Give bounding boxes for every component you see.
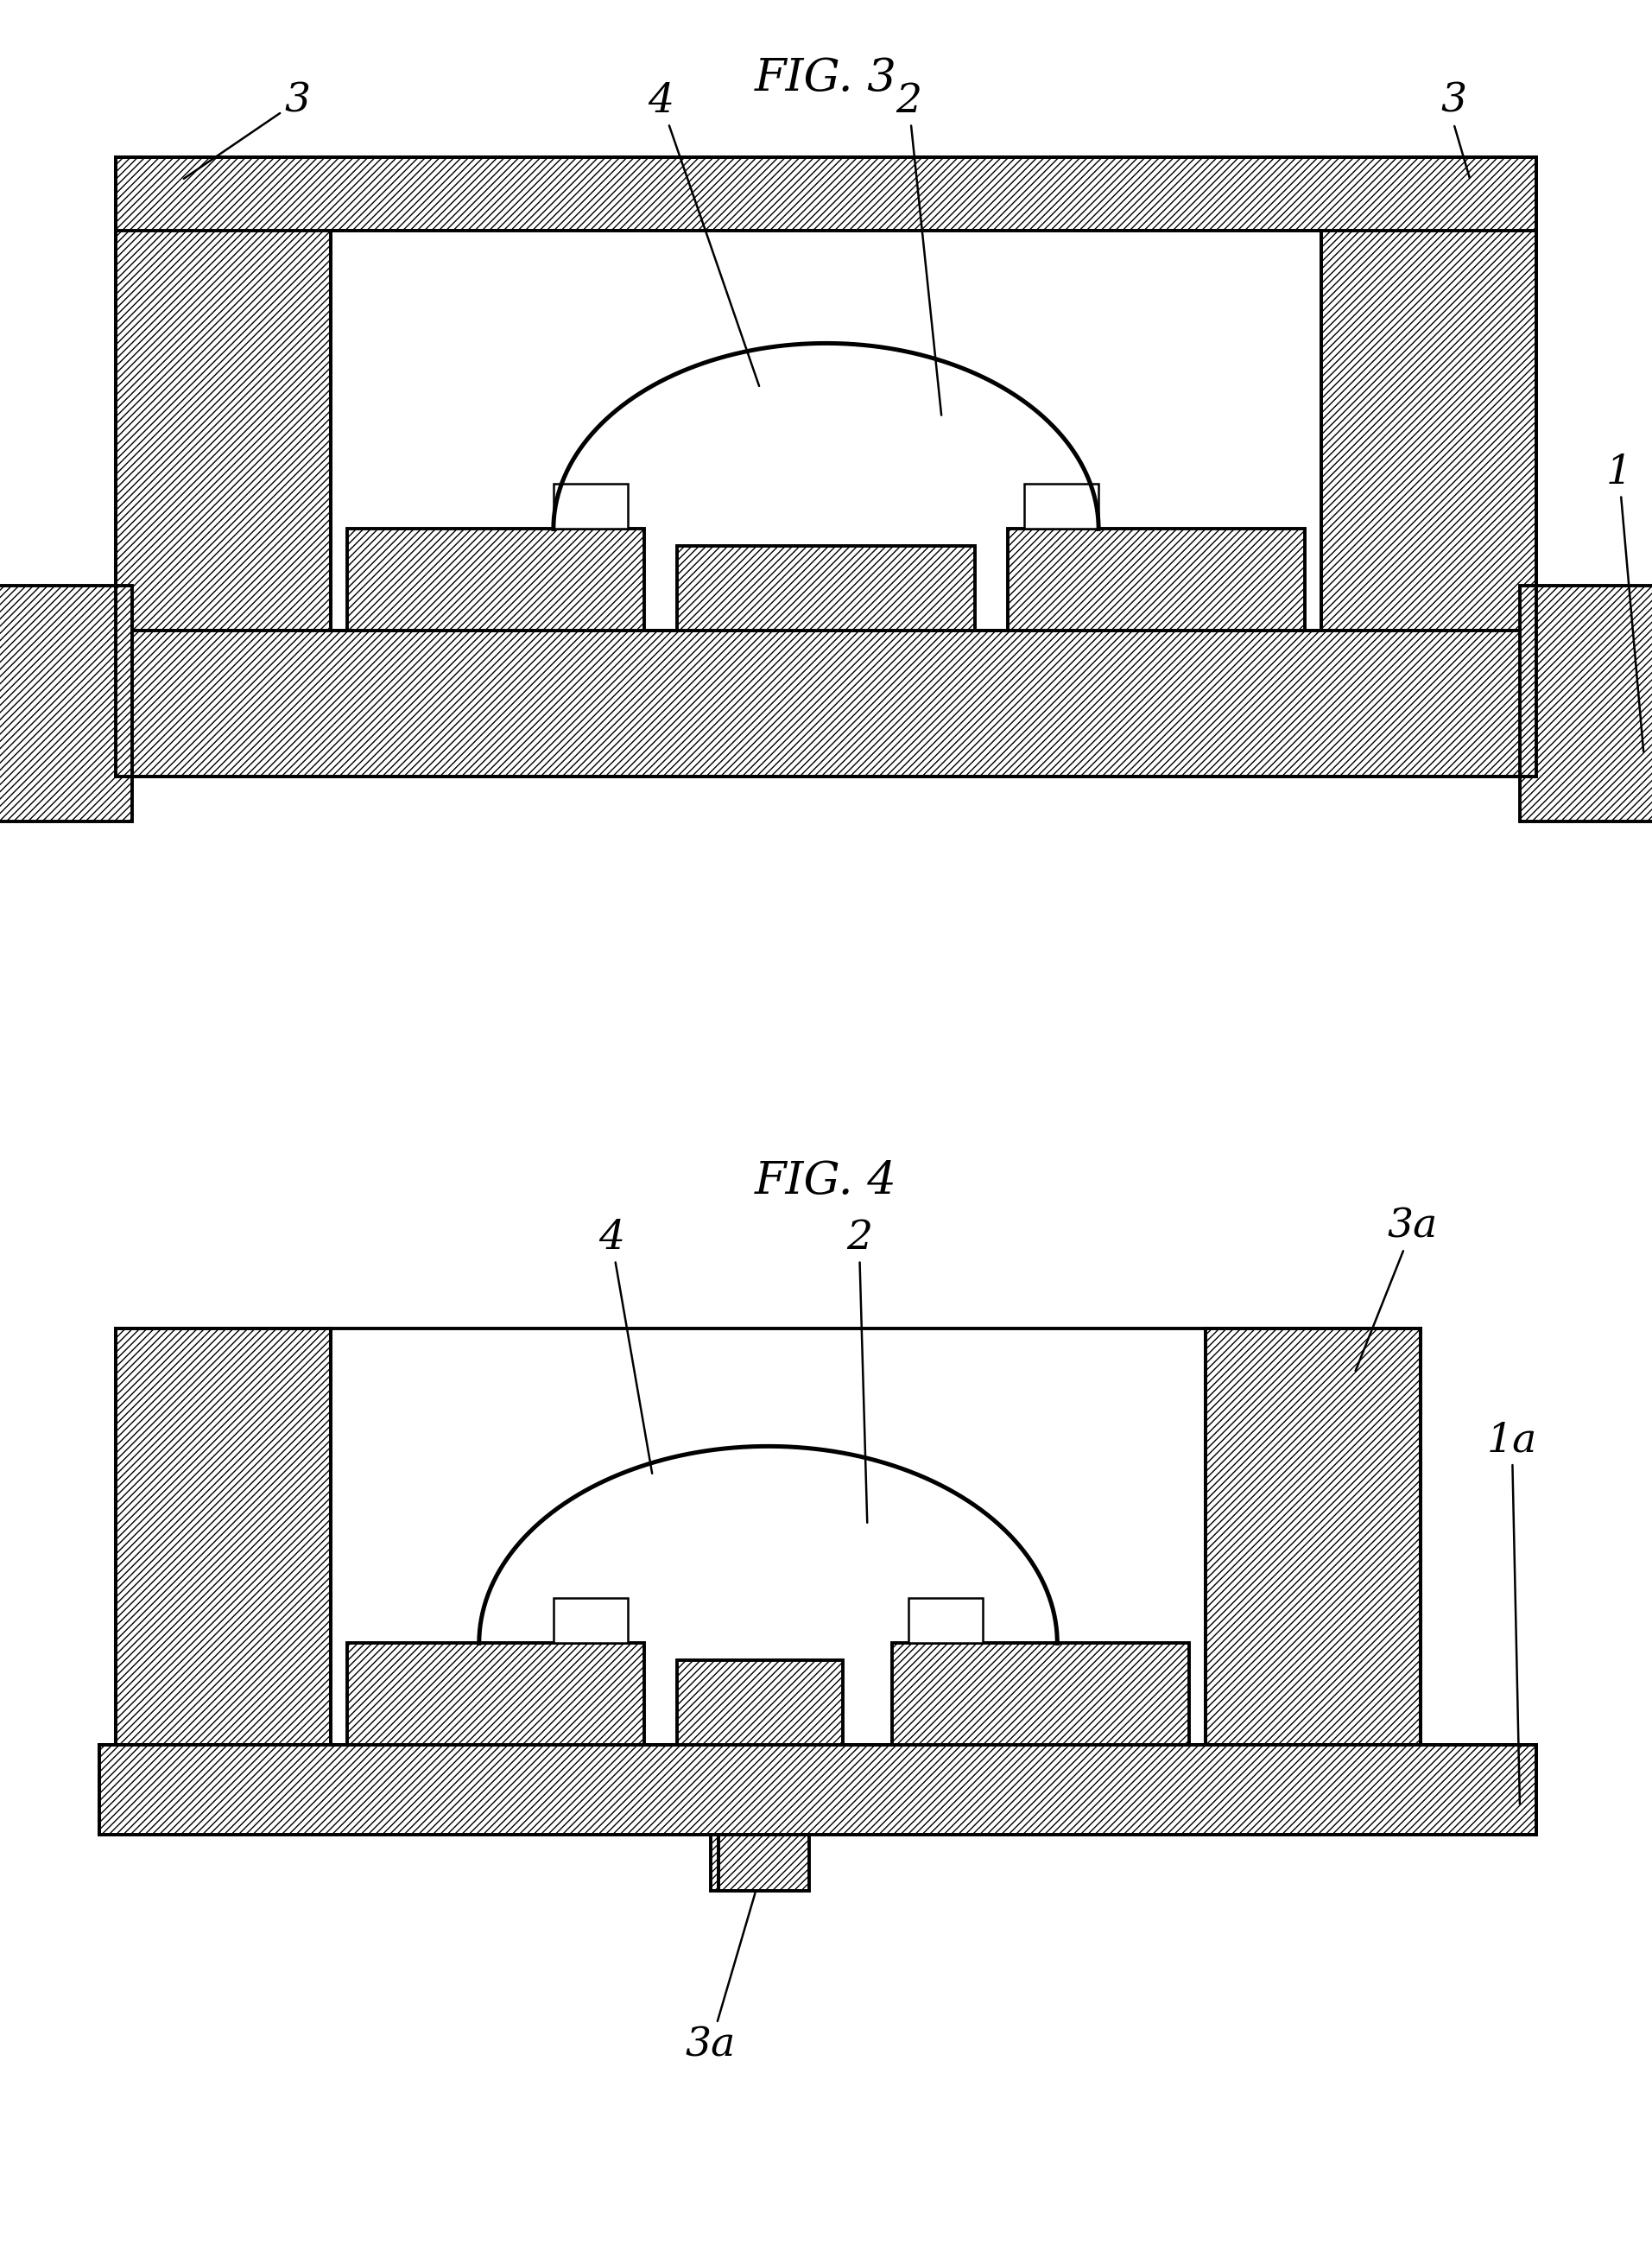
- Text: 2: 2: [895, 81, 942, 414]
- Bar: [0, 585, 132, 822]
- Text: 4: 4: [648, 81, 760, 385]
- Text: FIG. 4: FIG. 4: [755, 1159, 897, 1204]
- Bar: [892, 1643, 1189, 1745]
- Bar: [330, 230, 1322, 630]
- Text: 2: 2: [846, 1218, 872, 1522]
- Bar: [347, 529, 644, 630]
- Bar: [677, 1661, 843, 1745]
- Bar: [99, 1745, 1536, 1835]
- Text: 4: 4: [598, 1218, 653, 1474]
- Bar: [116, 1328, 330, 1745]
- Bar: [553, 1598, 628, 1643]
- Bar: [347, 1643, 644, 1745]
- Bar: [116, 158, 330, 630]
- Text: FIG. 3: FIG. 3: [755, 56, 897, 101]
- Bar: [719, 1835, 809, 1891]
- Bar: [909, 1598, 983, 1643]
- Bar: [1520, 585, 1652, 822]
- Bar: [677, 545, 975, 630]
- Bar: [710, 1835, 801, 1891]
- Bar: [553, 484, 628, 529]
- Bar: [1024, 484, 1099, 529]
- Bar: [1322, 158, 1536, 630]
- Text: 3a: 3a: [1356, 1207, 1437, 1371]
- Text: 1: 1: [1606, 452, 1644, 752]
- Bar: [1206, 1328, 1421, 1745]
- Text: 3: 3: [1441, 81, 1467, 122]
- Text: 1a: 1a: [1487, 1420, 1536, 1803]
- Bar: [116, 630, 1536, 777]
- Bar: [116, 158, 1536, 230]
- Text: 3a: 3a: [686, 1893, 755, 2064]
- Text: 3: 3: [183, 81, 311, 178]
- Bar: [330, 1328, 1206, 1745]
- Bar: [1008, 529, 1305, 630]
